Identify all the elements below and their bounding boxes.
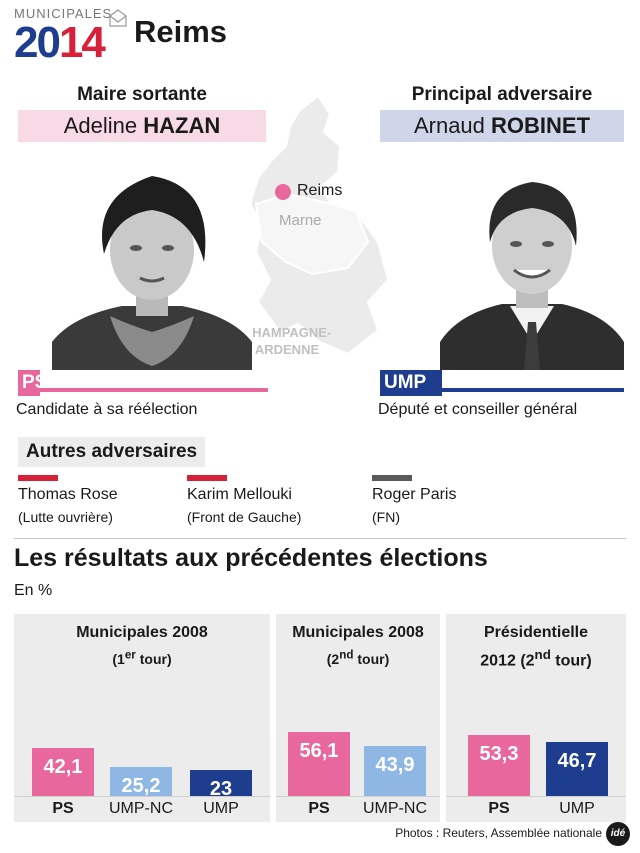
opponent-name: Karim Mellouki — [187, 486, 292, 503]
challenger-party-badge: UMP — [380, 370, 442, 396]
chart-baseline — [446, 796, 626, 797]
incumbent-photo — [52, 166, 252, 370]
challenger-first-name: Arnaud — [413, 113, 485, 138]
page-title: Reims — [134, 14, 228, 49]
chart-panel-presidentielle-2012: Présidentielle 2012 (2nd tour) 53,3 PS 46,… — [446, 614, 626, 822]
challenger-last-name: ROBINET — [491, 113, 591, 138]
chart-subtitle: (1er tour) — [112, 648, 172, 667]
chart-subtitle-post: tour) — [550, 652, 592, 670]
logo-wordmark: MUNICIPALES — [14, 6, 113, 21]
ballot-box-icon — [109, 9, 127, 27]
map-region-line1: CHAMPAGNE- — [242, 325, 332, 340]
chart-subtitle-post: tour) — [135, 650, 172, 667]
challenger-role: Principal adversaire — [411, 84, 593, 105]
chart-title-line: Présidentielle — [483, 624, 589, 641]
chart-baseline — [14, 796, 270, 797]
map-department-label: Marne — [279, 212, 322, 229]
chart-title: Présidentielle 2012 (2nd tour) — [446, 622, 626, 672]
category-label: UMP-NC — [109, 800, 173, 817]
logo-year: 2014 — [14, 18, 106, 67]
chart-subtitle-pre: (2 — [326, 650, 340, 667]
incumbent-role: Maire sortante — [77, 84, 207, 105]
chart-subtitle-pre: (1 — [112, 650, 125, 667]
opponent-party: (Lutte ouvrière) — [18, 509, 113, 525]
logo-year-20: 20 — [14, 18, 61, 67]
category-label: PS — [488, 800, 510, 817]
chart-title-line: Municipales 2008 — [76, 624, 208, 641]
challenger-caption: Député et conseiller général — [378, 401, 578, 418]
incumbent-name: Adeline HAZAN — [18, 110, 266, 142]
incumbent-party-line — [40, 388, 268, 392]
bar-ps: 56,1 — [288, 732, 350, 796]
incumbent-last-name: HAZAN — [143, 113, 221, 138]
reims-marker — [275, 184, 291, 200]
bar-ps: 42,1 — [32, 748, 94, 796]
category-label: PS — [308, 800, 330, 817]
chart-subtitle-sup: er — [124, 648, 136, 661]
bar-ump-nc: 43,9 — [364, 746, 426, 796]
map-region-line2: ARDENNE — [254, 342, 320, 357]
chart-baseline — [276, 796, 440, 797]
chart-title: Municipales 2008 (1er tour) — [14, 622, 270, 671]
chart-subtitle-sup: nd — [339, 648, 354, 661]
opponent-party: (FN) — [372, 509, 400, 525]
chart-title-line: Municipales 2008 — [292, 624, 424, 641]
category-label: UMP — [203, 800, 239, 817]
chart-subtitle-post: tour) — [353, 650, 390, 667]
chart-title: Municipales 2008 (2nd tour) — [276, 622, 440, 671]
incumbent-caption: Candidate à sa réélection — [16, 401, 198, 418]
opponent-color-bar — [187, 475, 227, 481]
challenger-party-line — [442, 388, 624, 392]
section-divider — [14, 538, 626, 539]
chart-subtitle: 2012 (2nd tour) — [446, 644, 626, 672]
opponent-name: Thomas Rose — [18, 486, 118, 503]
map-region-label: CHAMPAGNE- ARDENNE — [232, 324, 342, 358]
bar-ump-nc: 25,2 — [110, 767, 172, 797]
map-city-label: Reims — [297, 182, 343, 199]
chart-subtitle-pre: 2012 (2 — [480, 652, 535, 670]
chart-subtitle-sup: nd — [534, 647, 551, 662]
category-label: UMP — [559, 800, 595, 817]
results-unit: En % — [14, 582, 53, 599]
photo-credit: Photos : Reuters, Assemblée nationale — [395, 826, 602, 840]
chart-panel-municipales-2008-t2: Municipales 2008 (2nd tour) 56,1 PS 43,9 UM… — [276, 614, 440, 822]
bar-ump: 46,7 — [546, 742, 608, 796]
opponent-party: (Front de Gauche) — [187, 509, 302, 525]
opponent-color-bar — [372, 475, 412, 481]
bar-ump: 23 — [190, 770, 252, 800]
others-title: Autres adversaires — [18, 437, 206, 467]
chart-subtitle: (2nd tour) — [326, 648, 390, 667]
bar-ps: 53,3 — [468, 735, 530, 796]
agency-logo: idé — [606, 822, 630, 846]
chart-panel-municipales-2008-t1: Municipales 2008 (1er tour) 42,1 PS 25,2 UM… — [14, 614, 270, 822]
opponent-name: Roger Paris — [372, 486, 457, 503]
challenger-photo — [440, 172, 624, 370]
opponent-color-bar — [18, 475, 58, 481]
category-label: PS — [52, 800, 74, 817]
logo-year-14: 14 — [58, 18, 106, 67]
incumbent-first-name: Adeline — [63, 113, 138, 138]
challenger-name: Arnaud ROBINET — [380, 110, 624, 142]
category-label: UMP-NC — [363, 800, 427, 817]
incumbent-party-badge: PS — [18, 370, 47, 396]
region-map — [248, 94, 390, 356]
results-title: Les résultats aux précédentes élections — [14, 544, 488, 572]
